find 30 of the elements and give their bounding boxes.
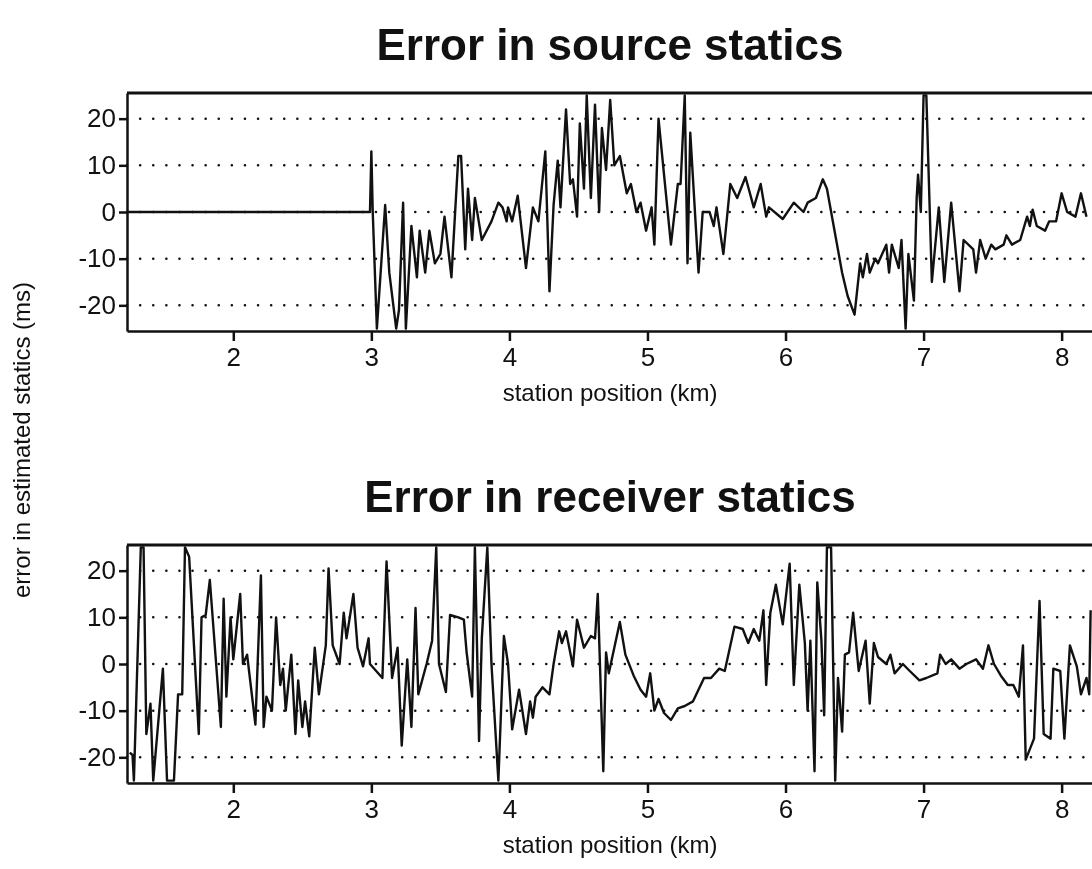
chart-title: Error in receiver statics [364,472,856,521]
y-tick-label: -20 [78,290,116,321]
x-tick-label: 7 [916,342,932,373]
y-tick-label: 10 [87,602,116,633]
y-tick-label: -10 [78,243,116,274]
y-axis-title: error in estimated statics (ms) [8,281,35,599]
x-axis-title: station position (km) [502,831,718,858]
y-tick-label: 0 [101,196,116,227]
x-tick-label: 3 [364,342,380,373]
y-tick-label: 10 [87,150,116,181]
x-tick-label: 3 [364,794,380,825]
x-tick-label: 4 [502,794,518,825]
x-tick-label: 5 [640,342,656,373]
x-tick-label: 2 [226,794,242,825]
x-tick-label: 2 [226,342,242,373]
x-tick-label: 4 [502,342,518,373]
y-tick-label: 20 [87,103,116,134]
x-tick-label: 5 [640,794,656,825]
y-tick-label: -20 [78,742,116,773]
x-tick-label: 8 [1054,794,1070,825]
y-tick-label: 0 [101,648,116,679]
y-tick-label: 20 [87,555,116,586]
y-tick-label: -10 [78,695,116,726]
x-tick-label: 7 [916,794,932,825]
x-tick-label: 6 [778,342,794,373]
chart-title: Error in source statics [376,20,844,69]
x-axis-title: station position (km) [502,379,718,406]
x-tick-label: 8 [1054,342,1070,373]
x-tick-label: 6 [778,794,794,825]
line-series [128,546,1092,782]
